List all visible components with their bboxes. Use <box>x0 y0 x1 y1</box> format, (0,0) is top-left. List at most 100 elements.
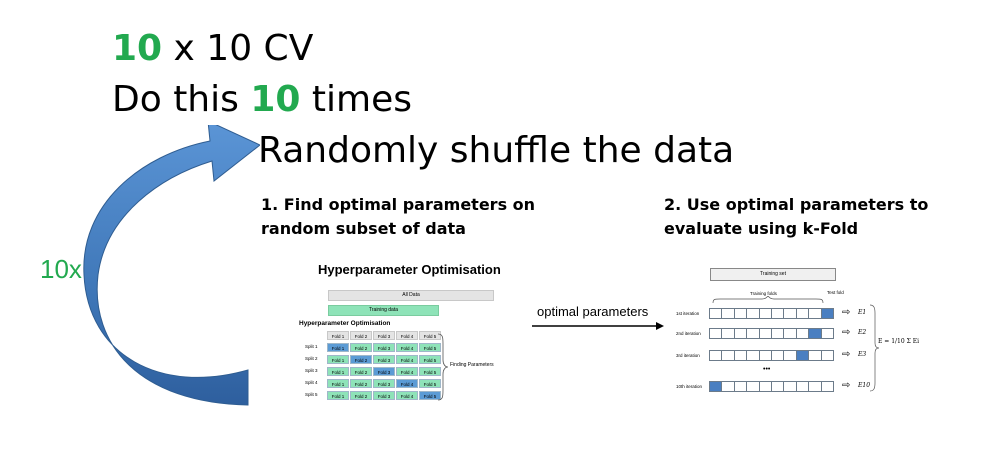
kfold-brace-icon <box>869 304 880 392</box>
training-fold-cell <box>771 350 785 361</box>
training-fold-cell <box>721 308 735 319</box>
step-1-line-1: 1. Find optimal parameters on <box>261 195 536 214</box>
training-fold-cell: Fold 5 <box>419 355 441 364</box>
split-label: Split 1 <box>305 344 318 349</box>
training-fold-cell <box>721 350 735 361</box>
training-fold-cell: Fold 1 <box>327 391 349 400</box>
step-1-title: 1. Find optimal parameters on random sub… <box>261 193 535 241</box>
formula-text: E = 1/10 Σ Ei <box>878 338 920 345</box>
step-2-title: 2. Use optimal parameters to evaluate us… <box>664 193 928 241</box>
fold-header: Fold 2 <box>350 331 372 340</box>
test-fold-cell <box>820 308 834 319</box>
step-2-line-2: evaluate using k-Fold <box>664 219 859 238</box>
error-label: E1 <box>858 309 867 316</box>
error-formula: E = 1/10 Σ Ei <box>878 338 919 345</box>
result-arrow-icon: ⇨ <box>842 349 851 360</box>
split-label: Split 2 <box>305 356 318 361</box>
step-1-line-2: random subset of data <box>261 219 466 238</box>
training-fold-cell <box>783 328 797 339</box>
training-fold-cell <box>783 308 797 319</box>
training-fold-cell <box>808 381 822 392</box>
training-fold-cell: Fold 3 <box>373 391 395 400</box>
step-2-line-1: 2. Use optimal parameters to <box>664 195 929 214</box>
arrow-label: optimal parameters <box>537 304 649 319</box>
training-fold-cell <box>795 328 810 339</box>
iteration-label: 3rd iteration <box>676 353 700 358</box>
result-arrow-icon: ⇨ <box>842 307 851 318</box>
error-label: E10 <box>858 382 871 389</box>
validation-fold-cell: Fold 4 <box>396 379 418 388</box>
fold-header: Fold 5 <box>419 331 441 340</box>
iteration-label: 1st iteration <box>676 311 700 316</box>
test-fold-cell <box>808 328 822 339</box>
training-fold-cell: Fold 4 <box>396 367 418 376</box>
brace-icon <box>437 333 449 401</box>
test-fold-cell <box>795 350 810 361</box>
training-fold-cell <box>746 328 760 339</box>
ellipsis: ••• <box>763 366 771 373</box>
test-fold-label: Test fold <box>827 290 844 295</box>
title-count: 10 <box>112 28 163 69</box>
validation-fold-cell: Fold 1 <box>327 343 349 352</box>
training-fold-cell <box>820 328 834 339</box>
hyperopt-title: Hyperparameter Optimisation <box>318 262 501 277</box>
training-folds-brace-icon <box>712 296 824 304</box>
training-fold-cell <box>795 308 810 319</box>
loop-arrow-icon <box>83 125 260 406</box>
title-rest: x 10 CV <box>162 28 314 69</box>
training-fold-cell: Fold 3 <box>373 355 395 364</box>
split-label: Split 4 <box>305 380 318 385</box>
test-fold-cell <box>709 381 723 392</box>
training-fold-cell: Fold 4 <box>396 391 418 400</box>
training-fold-cell <box>733 381 748 392</box>
title-2-count: 10 <box>250 79 301 120</box>
training-fold-cell <box>733 350 748 361</box>
training-fold-cell <box>771 381 785 392</box>
training-fold-cell <box>721 381 735 392</box>
training-fold-cell: Fold 2 <box>350 379 372 388</box>
training-folds-label: Training folds <box>750 291 777 296</box>
error-label: E2 <box>858 329 867 336</box>
training-fold-cell: Fold 5 <box>419 343 441 352</box>
fold-header: Fold 4 <box>396 331 418 340</box>
training-fold-cell <box>795 381 810 392</box>
training-fold-cell: Fold 5 <box>419 379 441 388</box>
fold-header: Fold 1 <box>327 331 349 340</box>
split-label: Split 5 <box>305 392 318 397</box>
training-fold-cell <box>709 308 723 319</box>
training-fold-cell <box>820 381 834 392</box>
training-fold-cell <box>733 308 748 319</box>
validation-fold-cell: Fold 3 <box>373 367 395 376</box>
training-fold-cell: Fold 1 <box>327 379 349 388</box>
training-fold-cell <box>709 350 723 361</box>
validation-fold-cell: Fold 2 <box>350 355 372 364</box>
hyperopt-subtitle: Hyperparameter Optimisation <box>299 320 391 327</box>
title-line-2: Do this 10 times <box>112 80 412 120</box>
title-2-post: times <box>300 79 412 120</box>
training-set-bar: Training set <box>710 268 836 281</box>
training-fold-cell <box>820 350 834 361</box>
result-arrow-icon: ⇨ <box>842 380 851 391</box>
training-fold-cell: Fold 4 <box>396 343 418 352</box>
training-fold-cell: Fold 2 <box>350 367 372 376</box>
result-arrow-icon: ⇨ <box>842 327 851 338</box>
training-fold-cell <box>758 350 772 361</box>
right-arrow-icon <box>532 322 664 330</box>
training-fold-cell <box>758 308 772 319</box>
shuffle-text: Randomly shuffle the data <box>258 130 735 171</box>
training-fold-cell: Fold 4 <box>396 355 418 364</box>
training-fold-cell <box>783 381 797 392</box>
title-2-pre: Do this <box>112 79 251 120</box>
training-fold-cell: Fold 3 <box>373 379 395 388</box>
loop-label: 10x <box>40 254 82 284</box>
fold-header: Fold 3 <box>373 331 395 340</box>
training-fold-cell <box>771 328 785 339</box>
training-fold-cell <box>746 381 760 392</box>
training-fold-cell: Fold 2 <box>350 391 372 400</box>
title-line-1: 10 x 10 CV <box>112 29 313 69</box>
training-fold-cell <box>709 328 723 339</box>
training-fold-cell <box>746 350 760 361</box>
training-fold-cell <box>746 308 760 319</box>
training-fold-cell <box>808 308 822 319</box>
training-fold-cell: Fold 1 <box>327 367 349 376</box>
